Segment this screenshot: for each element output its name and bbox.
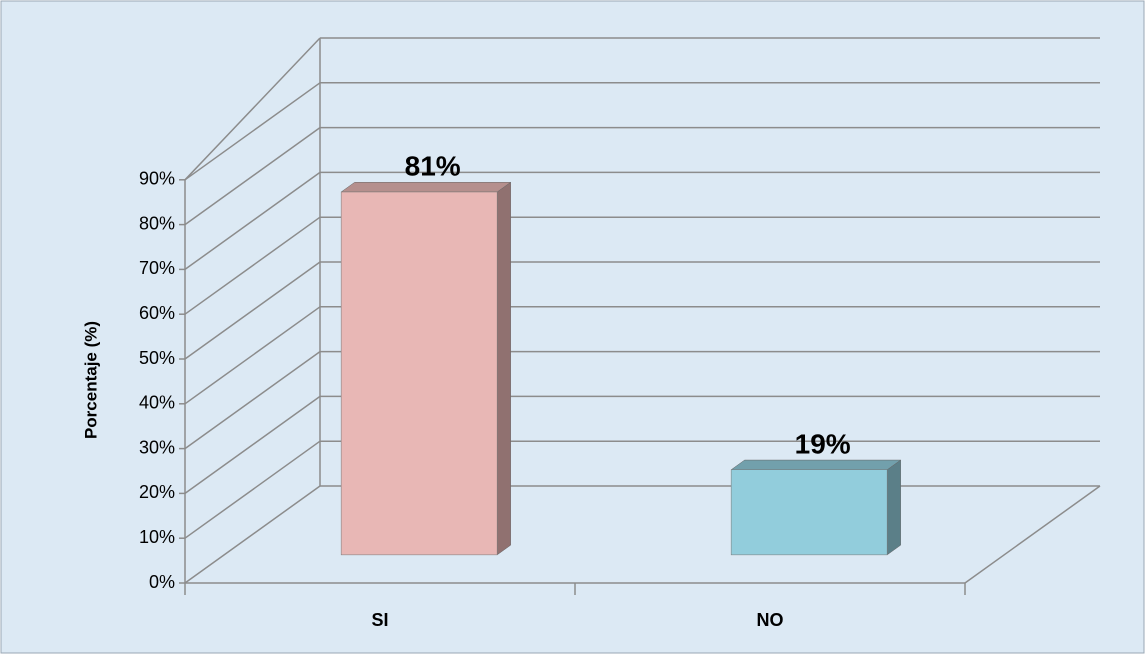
- grid-line: [184, 350, 321, 450]
- grid-line: [184, 126, 321, 226]
- grid-line: [184, 395, 321, 495]
- y-tick-label: 50%: [139, 348, 175, 368]
- grid-line: [184, 440, 321, 539]
- y-tick-label: 0%: [149, 572, 175, 592]
- y-tick-label: 60%: [139, 303, 175, 323]
- y-tick-label: 10%: [139, 527, 175, 547]
- grid-line: [184, 485, 321, 584]
- bar-side: [496, 181, 511, 556]
- y-tick-label: 40%: [139, 393, 175, 413]
- bar: [730, 469, 888, 556]
- grid-line: [184, 216, 321, 315]
- y-tick-label: 90%: [139, 169, 175, 189]
- grid-line: [184, 306, 321, 405]
- data-label: 81%: [405, 151, 461, 182]
- bar-top: [340, 182, 512, 193]
- y-tick-label: 30%: [139, 437, 175, 457]
- grid-line: [184, 261, 321, 360]
- left-wall-top: [184, 37, 321, 181]
- floor-right: [964, 485, 1101, 584]
- y-tick-label: 70%: [139, 258, 175, 278]
- x-tick-label: NO: [757, 610, 784, 630]
- grid-line: [184, 82, 321, 181]
- y-tick-label: 20%: [139, 482, 175, 502]
- data-label: 19%: [795, 428, 851, 459]
- x-tick-label: SI: [371, 610, 388, 630]
- bar-side: [886, 459, 901, 556]
- y-tick-label: 80%: [139, 213, 175, 233]
- y-axis-label: Porcentaje (%): [81, 321, 100, 439]
- grid-line: [184, 171, 321, 271]
- bar: [340, 191, 498, 556]
- bar-top: [730, 459, 902, 470]
